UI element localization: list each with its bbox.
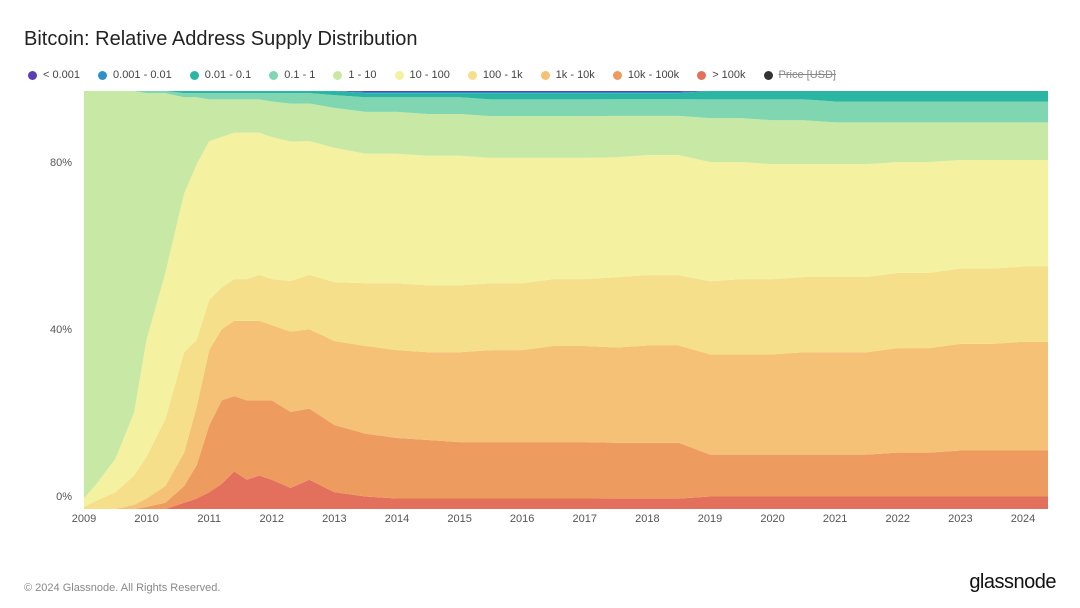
x-tick-label: 2012	[260, 513, 284, 525]
legend-item[interactable]: 100 - 1k	[468, 69, 523, 81]
chart-area: 0% 40% 80% 2009 2010 2011 2012 2013 2014 2015 201…	[24, 91, 1056, 531]
legend-label: < 0.001	[43, 69, 80, 81]
legend-label: 0.1 - 1	[284, 69, 315, 81]
legend-label: 10 - 100	[410, 69, 450, 81]
y-tick-label: 0%	[56, 491, 72, 503]
legend-label: 0.01 - 0.1	[205, 69, 251, 81]
x-tick-label: 2023	[948, 513, 972, 525]
x-axis: 2009201020112012201320142015201620172018…	[84, 511, 1048, 531]
x-tick-label: 2017	[573, 513, 597, 525]
x-tick-label: 2010	[134, 513, 158, 525]
x-tick-label: 2022	[886, 513, 910, 525]
legend-label: 10k - 100k	[628, 69, 679, 81]
legend-item[interactable]: < 0.001	[28, 69, 80, 81]
x-tick-label: 2019	[698, 513, 722, 525]
x-tick-label: 2009	[72, 513, 96, 525]
x-tick-label: 2024	[1011, 513, 1035, 525]
x-tick-label: 2018	[635, 513, 659, 525]
legend-item[interactable]: Price [USD]	[764, 69, 836, 81]
x-tick-label: 2011	[197, 513, 221, 525]
legend-item[interactable]: > 100k	[697, 69, 745, 81]
legend-label: 0.001 - 0.01	[113, 69, 172, 81]
legend-swatch	[395, 71, 404, 80]
legend-swatch	[764, 71, 773, 80]
legend-label: 1 - 10	[348, 69, 376, 81]
legend-swatch	[333, 71, 342, 80]
legend-swatch	[28, 71, 37, 80]
chart-container: Bitcoin: Relative Address Supply Distrib…	[0, 0, 1080, 608]
legend-label: > 100k	[712, 69, 745, 81]
x-tick-label: 2021	[823, 513, 847, 525]
legend-item[interactable]: 0.01 - 0.1	[190, 69, 251, 81]
footer: © 2024 Glassnode. All Rights Reserved. g…	[24, 571, 1056, 594]
legend-label: Price [USD]	[779, 69, 836, 81]
chart-title: Bitcoin: Relative Address Supply Distrib…	[24, 28, 1056, 51]
y-axis: 0% 40% 80%	[24, 91, 78, 509]
x-tick-label: 2014	[385, 513, 409, 525]
legend-item[interactable]: 0.1 - 1	[269, 69, 315, 81]
legend-label: 1k - 10k	[556, 69, 595, 81]
legend-item[interactable]: 10k - 100k	[613, 69, 679, 81]
x-tick-label: 2016	[510, 513, 534, 525]
stacked-area-svg	[84, 91, 1048, 509]
y-tick-label: 80%	[50, 157, 72, 169]
legend-swatch	[697, 71, 706, 80]
legend-swatch	[468, 71, 477, 80]
legend-swatch	[190, 71, 199, 80]
x-tick-label: 2020	[760, 513, 784, 525]
legend-item[interactable]: 0.001 - 0.01	[98, 69, 172, 81]
x-tick-label: 2015	[447, 513, 471, 525]
legend-item[interactable]: 10 - 100	[395, 69, 450, 81]
legend-swatch	[613, 71, 622, 80]
legend-swatch	[269, 71, 278, 80]
plot-area	[84, 91, 1048, 509]
x-tick-label: 2013	[322, 513, 346, 525]
legend-swatch	[98, 71, 107, 80]
legend-item[interactable]: 1 - 10	[333, 69, 376, 81]
brand-logo: glassnode	[969, 571, 1056, 594]
legend: < 0.001 0.001 - 0.01 0.01 - 0.1 0.1 - 1 1 - …	[24, 69, 1056, 81]
legend-item[interactable]: 1k - 10k	[541, 69, 595, 81]
copyright-text: © 2024 Glassnode. All Rights Reserved.	[24, 582, 220, 594]
legend-label: 100 - 1k	[483, 69, 523, 81]
y-tick-label: 40%	[50, 324, 72, 336]
legend-swatch	[541, 71, 550, 80]
